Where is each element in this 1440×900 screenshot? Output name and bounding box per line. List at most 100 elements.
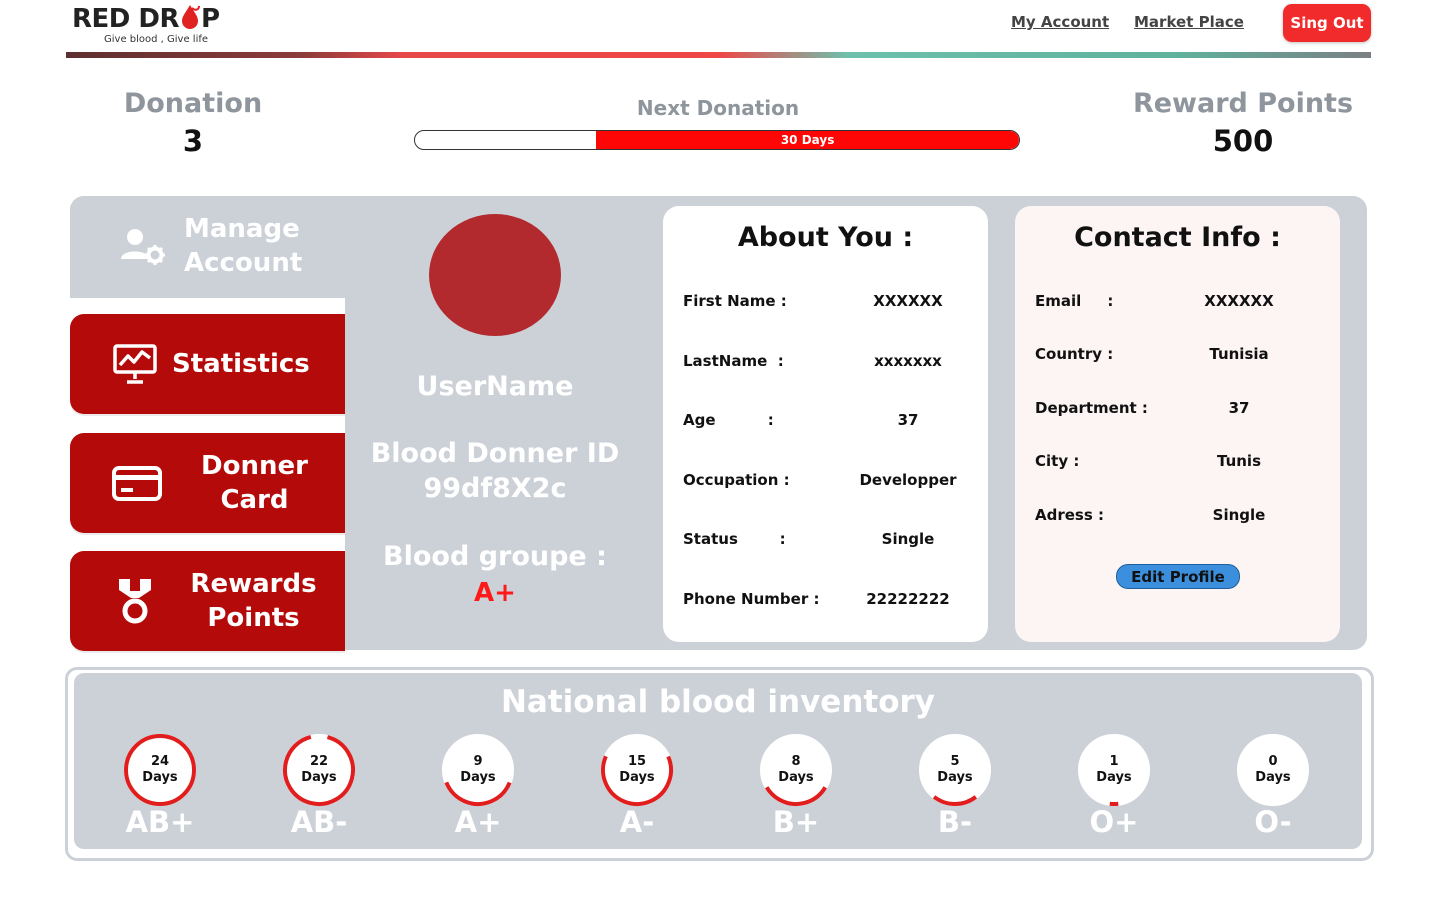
contact-value: XXXXXX: [1204, 292, 1274, 310]
blood-drop-icon: [180, 4, 201, 30]
gauge-level-arc: [124, 734, 196, 806]
edit-profile-button[interactable]: Edit Profile: [1116, 564, 1240, 589]
gauge-unit: Days: [1096, 770, 1132, 785]
inventory-gauge: 5 Days: [917, 732, 993, 808]
blood-type-label: AB+: [125, 805, 195, 839]
brand-logo[interactable]: RED DR P Give blood , Give life: [72, 2, 272, 48]
sidebar-item-manage-account[interactable]: Manage Account: [70, 196, 345, 296]
next-donation-progress-fill: [596, 131, 1019, 149]
contact-label: Department :: [1035, 399, 1148, 417]
about-label: Age :: [683, 411, 774, 429]
gauge-level-arc: [442, 734, 514, 806]
gauge-unit: Days: [460, 770, 496, 785]
gauge-days: 24: [150, 754, 170, 769]
gauge-days: 22: [309, 754, 329, 769]
gauge-label: 5 Days: [917, 732, 993, 808]
gauge-ring: [1237, 734, 1309, 806]
gauge-ring: [601, 734, 673, 806]
gauge-unit: Days: [937, 770, 973, 785]
sidebar-item-statistics[interactable]: Statistics: [70, 314, 345, 414]
contact-label: Country :: [1035, 345, 1114, 363]
donation-count: 3: [182, 124, 204, 158]
manage-account-label-line1: Manage: [184, 214, 300, 244]
gauge-days: 15: [627, 754, 647, 769]
contact-info-card: Contact Info : Email : XXXXXX Country : …: [1015, 206, 1340, 642]
brand-tagline: Give blood , Give life: [104, 34, 209, 45]
blood-type-label: A-: [619, 805, 655, 839]
nav-market-place[interactable]: Market Place: [1134, 13, 1244, 31]
statistics-label: Statistics: [172, 349, 310, 379]
about-label: Status :: [683, 530, 786, 548]
manage-account-label: Manage Account: [184, 212, 302, 280]
inventory-gauge: 1 Days: [1076, 732, 1152, 808]
rewards-points-label-line2: Points: [207, 603, 300, 633]
donor-id-label: Blood Donner ID: [370, 438, 620, 469]
inventory-gauge: 15 Days: [599, 732, 675, 808]
reward-points-value: 500: [1212, 124, 1274, 158]
gauge-unit: Days: [619, 770, 655, 785]
reward-points-label: Reward Points: [1132, 88, 1354, 119]
gauge-days: 5: [950, 754, 960, 769]
medal-icon: [108, 579, 162, 624]
sign-out-button[interactable]: Sing Out: [1283, 4, 1371, 42]
gauge-days: 1: [1109, 754, 1119, 769]
about-you-card: About You : First Name : XXXXXX LastName…: [663, 206, 988, 642]
contact-label: Email :: [1035, 292, 1114, 310]
blood-type-label: A+: [454, 805, 502, 839]
inventory-gauge: 24 Days: [122, 732, 198, 808]
donor-id-value: 99df8X2c: [423, 473, 567, 504]
about-value: Developper: [859, 471, 957, 489]
rewards-points-label: Rewards Points: [162, 567, 345, 635]
rewards-points-label-line1: Rewards: [190, 569, 317, 599]
blood-group-value: A+: [474, 578, 516, 608]
gauge-ring: [919, 734, 991, 806]
gauge-unit: Days: [142, 770, 178, 785]
nav-my-account[interactable]: My Account: [1011, 13, 1110, 31]
gauge-ring: [442, 734, 514, 806]
gauge-days: 0: [1268, 754, 1278, 769]
inventory-gauge: 8 Days: [758, 732, 834, 808]
gauge-label: 24 Days: [122, 732, 198, 808]
gauge-label: 8 Days: [758, 732, 834, 808]
blood-type-label: B+: [772, 805, 820, 839]
about-value: XXXXXX: [873, 292, 943, 310]
next-donation-label: Next Donation: [636, 96, 800, 120]
gauge-label: 15 Days: [599, 732, 675, 808]
blood-type-label: AB-: [290, 805, 348, 839]
about-label: Phone Number :: [683, 590, 820, 608]
inventory-title: National blood inventory: [500, 684, 935, 720]
contact-info-title: Contact Info :: [1074, 222, 1281, 253]
blood-group-label: Blood groupe :: [383, 541, 607, 572]
sidebar-item-rewards-points[interactable]: Rewards Points: [70, 551, 345, 651]
gauge-label: 22 Days: [281, 732, 357, 808]
brand-name-end: P: [201, 4, 220, 34]
header-divider: [66, 52, 1371, 58]
about-you-title: About You :: [737, 222, 914, 253]
gauge-unit: Days: [1255, 770, 1291, 785]
gauge-unit: Days: [778, 770, 814, 785]
sidebar-item-donner-card[interactable]: Donner Card: [70, 433, 345, 533]
about-label: Occupation :: [683, 471, 790, 489]
gauge-ring: [283, 734, 355, 806]
brand-name: RED DR P: [72, 2, 272, 36]
brand-name-start: RED DR: [72, 4, 180, 34]
contact-label: City :: [1035, 452, 1080, 470]
next-donation-progress: 30 Days: [414, 130, 1020, 150]
donner-card-label-line2: Card: [220, 485, 289, 515]
inventory-gauge: 22 Days: [281, 732, 357, 808]
about-value: Single: [881, 530, 935, 548]
inventory-gauge: 9 Days: [440, 732, 516, 808]
gauge-ring: [124, 734, 196, 806]
contact-value: 37: [1228, 399, 1250, 417]
about-value: 22222222: [866, 590, 950, 608]
presentation-chart-icon: [108, 342, 162, 386]
about-label: LastName :: [683, 352, 784, 370]
manage-account-icon: [116, 224, 170, 268]
donner-card-label: Donner Card: [164, 449, 345, 517]
gauge-label: 0 Days: [1235, 732, 1311, 808]
contact-value: Tunis: [1216, 452, 1261, 470]
gauge-level-arc: [760, 734, 832, 806]
avatar[interactable]: [429, 214, 561, 336]
blood-type-label: B-: [937, 805, 973, 839]
blood-type-label: O-: [1254, 805, 1292, 839]
